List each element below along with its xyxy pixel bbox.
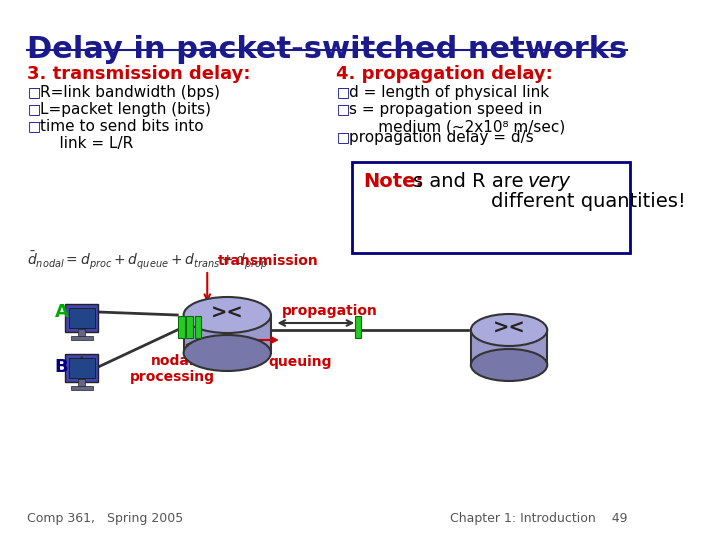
- Text: Note:: Note:: [364, 172, 424, 191]
- Text: Comp 361,   Spring 2005: Comp 361, Spring 2005: [27, 512, 184, 525]
- Text: s and R are: s and R are: [413, 172, 523, 191]
- Text: transmission: transmission: [218, 254, 319, 268]
- Text: □: □: [336, 85, 349, 99]
- Text: propagation: propagation: [282, 304, 378, 318]
- Bar: [71, 336, 93, 340]
- Text: □: □: [27, 85, 40, 99]
- Text: nodal
processing: nodal processing: [130, 354, 215, 384]
- Ellipse shape: [471, 314, 547, 346]
- Bar: [178, 316, 184, 338]
- Text: time to send bits into
    link = L/R: time to send bits into link = L/R: [40, 119, 204, 151]
- Bar: [71, 386, 93, 390]
- Text: A: A: [55, 303, 68, 321]
- FancyBboxPatch shape: [352, 162, 630, 253]
- Text: □: □: [336, 130, 349, 144]
- Text: d = length of physical link: d = length of physical link: [349, 85, 549, 100]
- Text: s = propagation speed in
      medium (~2x10⁸ m/sec): s = propagation speed in medium (~2x10⁸ …: [349, 102, 565, 134]
- Bar: [78, 379, 86, 387]
- Bar: [354, 316, 361, 338]
- Bar: [194, 316, 201, 338]
- Bar: [78, 329, 86, 337]
- Text: $\bar{d}_{nodal} = d_{proc} + d_{queue} + d_{trans} + d_{prop}$: $\bar{d}_{nodal} = d_{proc} + d_{queue} …: [27, 250, 269, 272]
- Text: queuing: queuing: [268, 355, 332, 369]
- Text: different quantities!: different quantities!: [491, 192, 685, 211]
- Text: Chapter 1: Introduction    49: Chapter 1: Introduction 49: [450, 512, 627, 525]
- Text: propagation delay = d/s: propagation delay = d/s: [349, 130, 534, 145]
- Text: very: very: [527, 172, 570, 191]
- Bar: [69, 308, 94, 328]
- Polygon shape: [471, 330, 547, 365]
- Bar: [186, 316, 193, 338]
- Text: 4. propagation delay:: 4. propagation delay:: [336, 65, 553, 83]
- Text: R=link bandwidth (bps): R=link bandwidth (bps): [40, 85, 220, 100]
- Text: ><: ><: [211, 303, 243, 322]
- Text: Delay in packet-switched networks: Delay in packet-switched networks: [27, 35, 628, 64]
- Text: □: □: [27, 102, 40, 116]
- Text: B: B: [55, 358, 68, 376]
- Bar: [66, 304, 98, 332]
- Ellipse shape: [184, 335, 271, 371]
- Text: ><: ><: [492, 319, 526, 338]
- Ellipse shape: [184, 297, 271, 333]
- Text: L=packet length (bits): L=packet length (bits): [40, 102, 211, 117]
- Text: 3. transmission delay:: 3. transmission delay:: [27, 65, 251, 83]
- Text: □: □: [336, 102, 349, 116]
- Polygon shape: [184, 315, 271, 353]
- Bar: [69, 358, 94, 378]
- Bar: [66, 354, 98, 382]
- Ellipse shape: [471, 349, 547, 381]
- Text: □: □: [27, 119, 40, 133]
